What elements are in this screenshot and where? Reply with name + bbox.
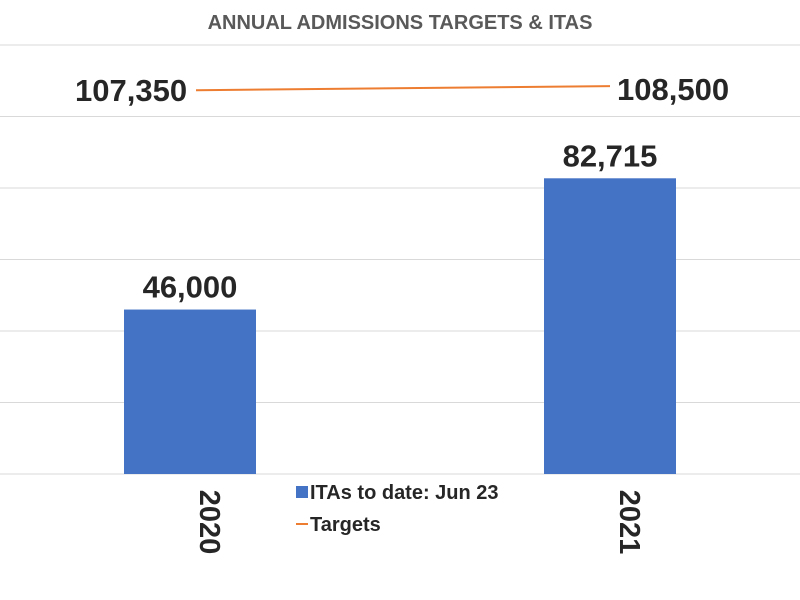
bar-2020 bbox=[124, 309, 256, 474]
x-tick-label: 2020 bbox=[193, 490, 225, 555]
target-value-label: 107,350 bbox=[75, 73, 187, 108]
x-tick-label: 2021 bbox=[613, 490, 645, 555]
bar-series bbox=[124, 178, 676, 474]
chart-title: ANNUAL ADMISSIONS TARGETS & ITAS bbox=[208, 12, 593, 34]
data-labels: 46,000 82,715 107,350 108,500 bbox=[75, 72, 729, 304]
target-line-series bbox=[195, 85, 611, 92]
bar-value-label: 82,715 bbox=[563, 138, 658, 173]
bar-value-label: 46,000 bbox=[143, 270, 238, 305]
x-axis-tick-labels: 2020 2021 bbox=[193, 490, 645, 555]
legend-label-itas: ITAs to date: Jun 23 bbox=[310, 482, 499, 504]
bar-2021 bbox=[544, 178, 676, 474]
legend-swatch-itas bbox=[296, 486, 308, 498]
legend: ITAs to date: Jun 23 Targets bbox=[296, 482, 499, 536]
gridlines bbox=[0, 44, 800, 475]
targets-line bbox=[195, 85, 611, 92]
target-value-label: 108,500 bbox=[617, 72, 729, 107]
legend-label-targets: Targets bbox=[310, 514, 381, 536]
